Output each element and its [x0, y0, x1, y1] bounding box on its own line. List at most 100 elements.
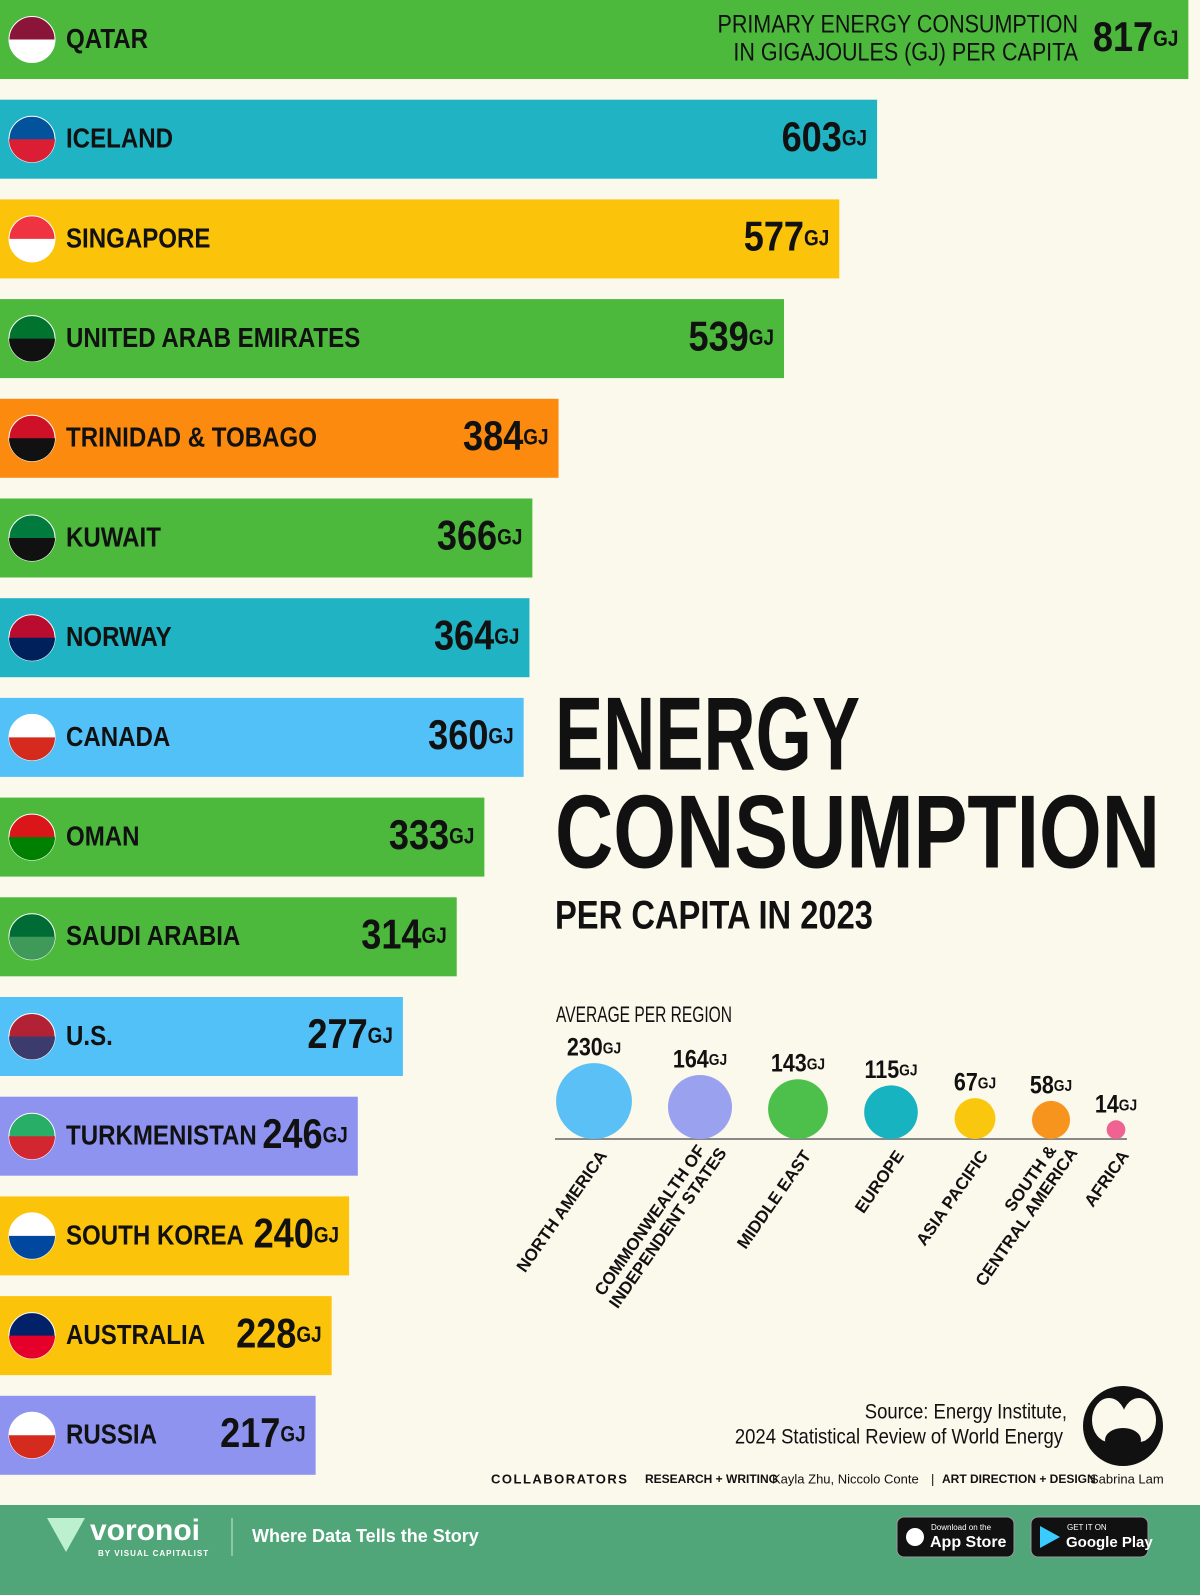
- value-unit: GJ: [368, 1024, 393, 1049]
- value-number: 228: [236, 1311, 296, 1357]
- value-number: 539: [689, 314, 749, 360]
- source: 2024 Statistical Review of World Energy: [735, 1425, 1063, 1448]
- title: ENERGY: [555, 676, 860, 792]
- value-label: 364GJ: [434, 613, 519, 659]
- value-label: 277GJ: [307, 1012, 392, 1058]
- value-number: 314: [361, 912, 421, 958]
- country-label: AUSTRALIA: [66, 1318, 205, 1350]
- value-unit: GJ: [749, 326, 774, 351]
- value-number: 164: [673, 1045, 709, 1073]
- value-number: 58: [1030, 1071, 1054, 1099]
- value-number: 366: [437, 514, 497, 560]
- value-label: 314GJ: [361, 912, 446, 958]
- flag: [9, 737, 55, 761]
- credits-label: ART DIRECTION + DESIGN: [942, 1472, 1096, 1486]
- country-label: TURKMENISTAN: [66, 1119, 257, 1151]
- value-number: 14: [1095, 1090, 1119, 1118]
- country-label: QATAR: [66, 22, 148, 54]
- flag: [9, 1335, 55, 1359]
- country-label: SOUTH KOREA: [66, 1219, 244, 1251]
- google-play-small: GET IT ON: [1067, 1523, 1107, 1532]
- bar: [0, 398, 559, 478]
- country-label: SINGAPORE: [66, 222, 210, 254]
- country-label: ICELAND: [66, 122, 173, 154]
- title: CONSUMPTION: [555, 774, 1160, 890]
- value-unit: GJ: [314, 1223, 339, 1248]
- value-number: 384: [463, 414, 523, 460]
- value-label: 366GJ: [437, 514, 522, 560]
- bar: [0, 598, 530, 678]
- value-unit: GJ: [494, 625, 519, 650]
- bubble: [556, 1063, 632, 1139]
- value-number: 230: [567, 1033, 603, 1061]
- value-label: 217GJ: [220, 1411, 305, 1457]
- value-number: 603: [782, 115, 842, 161]
- value-number: 115: [864, 1055, 899, 1083]
- app-store-button[interactable]: [896, 1516, 1015, 1558]
- value-label: 58GJ: [1030, 1071, 1072, 1099]
- value-unit: GJ: [603, 1039, 621, 1057]
- value-unit: GJ: [899, 1062, 917, 1080]
- flag: [9, 1435, 55, 1459]
- bar: [0, 797, 485, 877]
- flag: [9, 538, 55, 561]
- value-label: 817GJ: [1093, 15, 1178, 61]
- subtitle: PER CAPITA IN 2023: [555, 894, 873, 938]
- value-label: 246GJ: [262, 1112, 347, 1158]
- bar: [0, 299, 784, 379]
- flag: [9, 338, 55, 362]
- value-unit: GJ: [421, 924, 446, 949]
- app-store-small: Download on the: [931, 1523, 992, 1532]
- annotation: IN GIGAJOULES (GJ) PER CAPITA: [733, 38, 1078, 66]
- value-number: 217: [220, 1411, 280, 1457]
- value-unit: GJ: [296, 1323, 321, 1348]
- flag: [9, 936, 55, 960]
- bar: [0, 0, 1189, 79]
- play-icon: [1040, 1526, 1060, 1548]
- value-label: 67GJ: [954, 1068, 996, 1096]
- value-label: 603GJ: [782, 115, 867, 161]
- bar: [0, 1196, 350, 1276]
- country-label: KUWAIT: [66, 521, 161, 553]
- bubble: [1031, 1100, 1071, 1139]
- value-number: 577: [744, 215, 804, 261]
- credits-label: RESEARCH + WRITING: [645, 1472, 778, 1486]
- brand-sub: BY VISUAL CAPITALIST: [98, 1549, 209, 1558]
- value-unit: GJ: [807, 1055, 825, 1073]
- value-label: 333GJ: [389, 813, 474, 859]
- apple-icon: [906, 1528, 924, 1546]
- flag: [9, 1136, 55, 1160]
- value-number: 67: [954, 1068, 978, 1096]
- country-label: TRINIDAD & TOBAGO: [66, 421, 317, 453]
- brand-icon: [47, 1518, 85, 1552]
- value-label: 360GJ: [428, 713, 513, 759]
- value-unit: GJ: [1153, 27, 1178, 52]
- bubble: [768, 1079, 828, 1139]
- value-unit: GJ: [280, 1423, 305, 1448]
- value-unit: GJ: [842, 127, 867, 152]
- value-number: 333: [389, 813, 449, 859]
- bar: [0, 1096, 358, 1176]
- flag: [9, 238, 55, 262]
- country-label: CANADA: [66, 720, 170, 752]
- value-number: 246: [262, 1112, 322, 1158]
- value-label: 164GJ: [673, 1045, 727, 1073]
- country-label: OMAN: [66, 820, 140, 852]
- value-label: 14GJ: [1095, 1090, 1137, 1118]
- value-label: 240GJ: [254, 1212, 339, 1258]
- bar: [0, 199, 840, 279]
- country-label: NORWAY: [66, 620, 172, 652]
- value-number: 364: [434, 613, 494, 659]
- brand: voronoi: [90, 1514, 200, 1547]
- value-unit: GJ: [449, 825, 474, 850]
- value-label: 577GJ: [744, 215, 829, 261]
- google-play-button[interactable]: [1030, 1516, 1149, 1558]
- value-label: 539GJ: [689, 314, 774, 360]
- bar: [0, 897, 457, 977]
- value-unit: GJ: [978, 1074, 996, 1092]
- tagline: Where Data Tells the Story: [252, 1526, 479, 1546]
- separator: |: [931, 1471, 934, 1486]
- bubble: [1106, 1120, 1126, 1139]
